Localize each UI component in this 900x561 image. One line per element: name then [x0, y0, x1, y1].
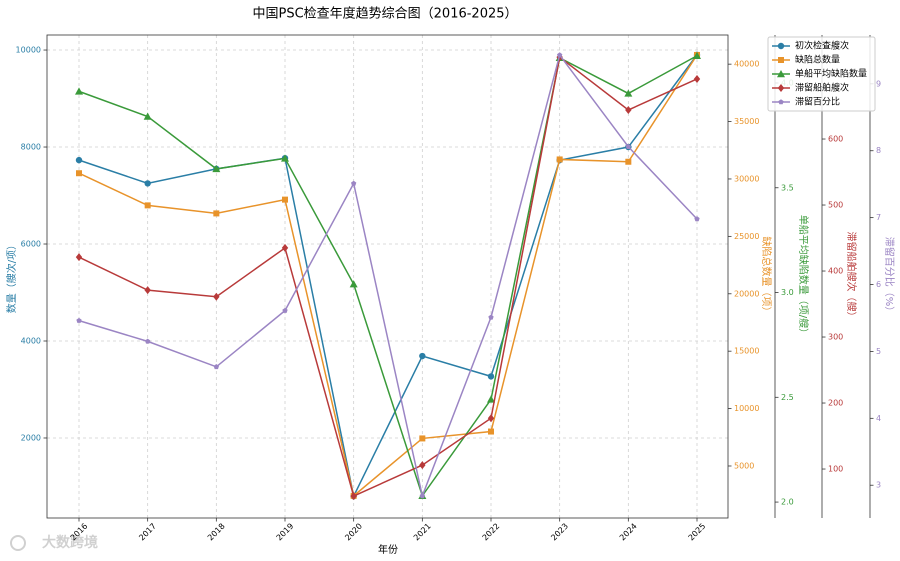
series-line [78, 54, 698, 499]
marker [282, 307, 288, 313]
marker [625, 105, 632, 114]
x-axis-label: 年份 [378, 543, 398, 556]
marker [281, 154, 289, 162]
y-tick-label: 300 [828, 333, 843, 342]
marker [693, 74, 701, 83]
y-tick-label: 8000 [21, 143, 41, 152]
legend-box [767, 36, 876, 112]
marker [213, 210, 220, 217]
marker [281, 243, 289, 252]
watermark: 大数跨境 [10, 534, 98, 551]
watermark-text: 大数跨境 [42, 534, 98, 551]
watermark-logo [10, 535, 26, 551]
y-tick-label: 9 [876, 79, 881, 88]
y-tick-label: 25000 [734, 232, 759, 241]
y-tick-label: 15000 [734, 347, 759, 356]
marker [144, 286, 151, 295]
y-tick-label: 5 [876, 347, 881, 356]
marker [349, 280, 358, 288]
y-tick-label: 40000 [734, 60, 759, 69]
y-tick-label: 3.5 [781, 183, 794, 192]
marker [778, 99, 784, 105]
marker [419, 493, 425, 499]
marker [625, 143, 631, 149]
y-tick-label: 8 [876, 146, 881, 155]
series-line [78, 54, 698, 498]
marker [419, 461, 426, 470]
marker [777, 84, 785, 92]
y-tick-label: 3 [876, 481, 881, 490]
marker [76, 170, 82, 177]
marker [76, 317, 82, 323]
marker [144, 202, 151, 209]
marker [487, 414, 495, 423]
marker [556, 156, 563, 163]
legend-label: 滞留船舶艘次 [795, 82, 849, 94]
y-tick-label: 7 [876, 213, 881, 222]
y-tick-label: 3.0 [781, 288, 794, 297]
y-tick-label: 4 [876, 414, 881, 423]
y-axis-label: 单船平均缺陷数量（项/艘） [797, 215, 810, 338]
series-line [78, 55, 698, 498]
marker [75, 156, 83, 164]
series-line [78, 55, 698, 498]
y-tick-label: 4000 [21, 336, 41, 345]
y-tick-label: 35000 [734, 117, 759, 126]
marker [624, 89, 633, 97]
y-tick-label: 2000 [21, 433, 41, 442]
marker [487, 395, 495, 403]
y-tick-label: 2.5 [781, 393, 794, 402]
marker [777, 70, 785, 78]
marker [143, 112, 152, 120]
marker [488, 314, 494, 320]
y-tick-label: 6000 [21, 240, 41, 249]
y-axis-label: 数量（艘次/项） [5, 240, 18, 313]
chart-title: 中国PSC检查年度趋势综合图（2016-2025） [252, 6, 517, 22]
legend-label: 滞留百分比 [795, 96, 840, 108]
marker [557, 52, 563, 58]
marker [777, 42, 785, 50]
marker [778, 57, 784, 63]
marker [625, 158, 632, 165]
y-tick-label: 100 [828, 465, 843, 474]
marker [145, 338, 151, 344]
marker [282, 196, 288, 203]
y-axis-label: 滞留船舶艘次（艘） [845, 232, 858, 322]
legend-label: 缺陷总数量 [795, 54, 840, 66]
y-tick-label: 500 [828, 201, 843, 210]
y-tick-label: 5000 [734, 461, 754, 470]
series-line [78, 53, 698, 499]
plot-frame [46, 34, 729, 519]
y-tick-label: 600 [828, 135, 843, 144]
marker [351, 180, 357, 186]
y-tick-label: 400 [828, 267, 843, 276]
marker [694, 216, 700, 222]
marker [487, 373, 495, 380]
y-tick-label: 10000 [16, 46, 41, 55]
y-axis-label: 缺陷总数量（项） [760, 237, 773, 317]
marker [419, 435, 426, 442]
marker [213, 364, 219, 370]
y-tick-label: 2.0 [781, 498, 794, 507]
y-axis-label: 滞留百分比（%） [883, 237, 896, 317]
marker [212, 164, 221, 173]
marker [350, 492, 357, 501]
marker [75, 253, 83, 262]
y-tick-label: 6 [876, 280, 881, 289]
marker [144, 180, 151, 187]
y-tick-label: 200 [828, 399, 843, 408]
y-tick-label: 30000 [734, 174, 759, 183]
legend-label: 单船平均缺陷数量 [795, 68, 867, 80]
legend-label: 初次检查艘次 [795, 40, 849, 52]
marker [693, 51, 701, 59]
y-tick-label: 10000 [734, 404, 759, 413]
marker [419, 352, 426, 360]
marker [213, 292, 220, 301]
marker [488, 428, 494, 435]
y-tick-label: 20000 [734, 289, 759, 298]
marker [75, 87, 83, 95]
